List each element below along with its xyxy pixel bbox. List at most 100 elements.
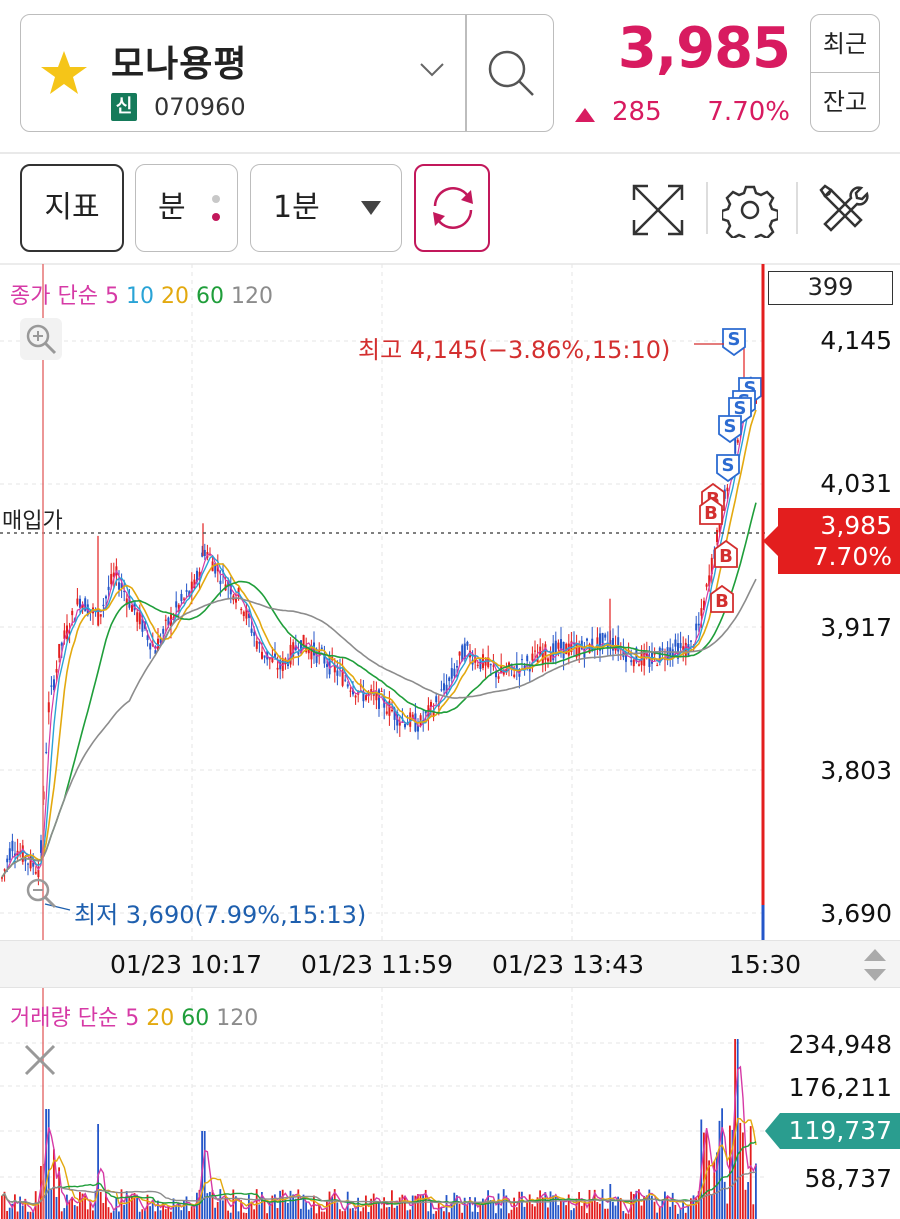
volume-bar	[138, 1211, 141, 1219]
volume-bar	[653, 1201, 656, 1219]
price-chart[interactable]: SSSSSSBBBB	[0, 264, 900, 940]
recent-button[interactable]: 최근	[811, 15, 879, 73]
volume-bar	[284, 1199, 287, 1219]
candle-body	[653, 653, 656, 655]
candle-body	[248, 613, 250, 618]
volume-bar	[206, 1193, 209, 1219]
volume-bar	[175, 1206, 177, 1219]
candle-body	[674, 639, 677, 647]
tools-icon[interactable]	[815, 182, 871, 238]
volume-bar	[705, 1132, 708, 1219]
volume-bar	[99, 1191, 102, 1219]
pane-resize-icon[interactable]	[862, 947, 888, 983]
candle-body	[159, 637, 162, 643]
candle-body	[47, 702, 50, 713]
stock-name[interactable]: 모나용평	[111, 44, 248, 85]
volume-bar	[151, 1200, 154, 1219]
volume-bar	[341, 1211, 344, 1219]
volume-bar	[435, 1211, 437, 1219]
ma5-line	[1, 386, 757, 878]
volume-bar	[289, 1190, 292, 1219]
volume-bar	[604, 1208, 606, 1219]
volume-bar	[656, 1212, 658, 1219]
legend-ma20: 20	[160, 284, 189, 309]
zoom-out-icon[interactable]	[20, 872, 62, 914]
vol-ma20-line	[1, 1117, 757, 1208]
candle-body	[575, 644, 578, 658]
candle-body	[336, 670, 339, 676]
volume-bar	[6, 1210, 8, 1219]
volume-bar	[482, 1198, 484, 1219]
volume-bar	[89, 1201, 92, 1219]
candle-body	[307, 648, 310, 654]
volume-bar	[50, 1189, 53, 1219]
volume-bar	[463, 1197, 466, 1219]
candle-body	[622, 649, 625, 658]
candle-body	[16, 850, 19, 858]
volume-bar	[112, 1210, 115, 1219]
time-axis[interactable]: 01/23 10:17 01/23 11:59 01/23 13:43 15:3…	[0, 940, 900, 988]
volume-bar	[375, 1201, 378, 1219]
candle-body	[300, 640, 302, 654]
sell-marker: S	[722, 328, 746, 357]
volume-bar	[94, 1190, 97, 1219]
stock-selector[interactable]: 모나용평 신 070960	[20, 14, 554, 132]
volume-bar	[731, 1129, 734, 1219]
volume-bar	[263, 1200, 266, 1219]
search-icon[interactable]	[483, 45, 539, 101]
volume-bar	[474, 1197, 476, 1219]
volume-chart[interactable]	[0, 988, 900, 1219]
candle-body	[188, 591, 191, 596]
volume-bar	[443, 1211, 445, 1219]
credit-badge: 신	[111, 93, 137, 121]
candle-body	[422, 720, 425, 723]
volume-bar	[492, 1201, 495, 1219]
candle-body	[365, 695, 367, 700]
interval-select[interactable]: 1분	[250, 164, 402, 252]
price-tag-pointer	[763, 525, 779, 557]
divider	[0, 263, 900, 265]
star-icon[interactable]	[39, 49, 89, 99]
volume-bar	[58, 1167, 60, 1219]
candle-body	[81, 604, 84, 611]
candle-body	[352, 689, 354, 695]
volume-bar	[747, 1182, 749, 1219]
volume-bar	[742, 1132, 744, 1219]
volume-bar	[424, 1189, 427, 1219]
candle-body	[1, 877, 3, 879]
volume-bar	[643, 1195, 645, 1219]
candle-body	[612, 638, 614, 651]
chevron-down-icon[interactable]	[419, 61, 445, 79]
close-icon[interactable]	[20, 1040, 60, 1080]
volume-bar	[752, 1204, 755, 1219]
refresh-button[interactable]	[414, 164, 490, 252]
marker-text: B	[704, 503, 718, 524]
volume-bar	[734, 1039, 736, 1219]
fullscreen-icon[interactable]	[630, 182, 686, 238]
indicator-button[interactable]: 지표	[20, 164, 124, 252]
volume-bar	[183, 1200, 185, 1219]
candle-body	[175, 601, 178, 608]
volume-bar	[162, 1203, 164, 1219]
volume-bar	[1, 1195, 3, 1219]
balance-button[interactable]: 잔고	[822, 88, 868, 116]
zoom-in-icon[interactable]	[20, 318, 62, 360]
minute-button[interactable]: 분	[135, 164, 238, 252]
time-label: 15:30	[729, 950, 802, 979]
candle-body	[648, 658, 651, 667]
candle-body	[154, 650, 157, 654]
volume-legend[interactable]: 거래량 단순 5 20 60 120	[10, 1000, 258, 1032]
volume-bar	[240, 1200, 242, 1219]
gear-icon[interactable]	[722, 182, 778, 238]
legend-ma120: 120	[230, 284, 273, 309]
candle-body	[617, 637, 620, 652]
candle-body	[125, 598, 128, 605]
sell-marker: S	[716, 454, 740, 483]
candle-body	[362, 691, 365, 702]
volume-bar	[528, 1194, 531, 1219]
candle-body	[8, 848, 11, 860]
volume-bar	[159, 1210, 162, 1219]
candle-body	[409, 712, 412, 727]
price-legend[interactable]: 종가 단순 5 10 20 60 120	[10, 278, 273, 310]
marker-text: S	[728, 329, 741, 350]
